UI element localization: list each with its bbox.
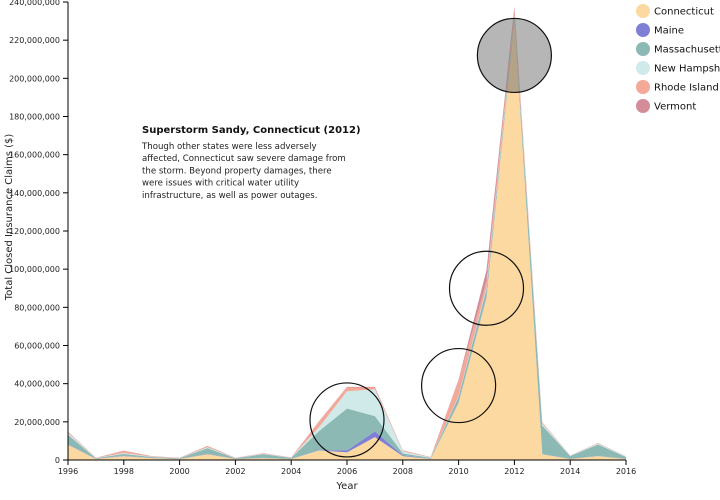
highlight-circle-2	[448, 250, 525, 326]
annotation-line: were issues with critical water utility	[142, 179, 299, 189]
y-tick-label: 0	[55, 456, 60, 465]
x-axis-title: Year	[335, 481, 358, 492]
x-tick-label: 2004	[281, 467, 301, 476]
axes: 1996 1998 2000 2002 2004 2006 2008 2010 2012 2014…	[4, 0, 636, 492]
highlight-circle-1	[421, 347, 497, 424]
y-tick-label: 140,000,000	[9, 189, 60, 198]
y-tick-label: 20,000,000	[14, 418, 60, 427]
legend: Connecticut Maine Massachusetts New Hampshi…	[636, 4, 720, 113]
y-axis-title: Total Closed Insurance Claims ($)	[4, 134, 15, 302]
area-series-3	[68, 15, 626, 459]
y-tick-label: 180,000,000	[9, 113, 60, 122]
highlight-circles	[309, 17, 553, 458]
x-tick-label: 2002	[225, 467, 245, 476]
legend-label-4: Rhode Island	[654, 83, 719, 94]
legend-swatch-5	[636, 99, 650, 113]
area-series-0	[68, 21, 626, 461]
legend-swatch-0	[636, 4, 650, 18]
highlight-circle-0	[309, 382, 385, 458]
y-tick-label: 100,000,000	[9, 265, 60, 274]
y-tick-label: 240,000,000	[9, 0, 60, 7]
annotation-line: Though other states were less adversely	[141, 142, 317, 152]
annotation-line: affected, Connecticut saw severe damage …	[142, 154, 346, 164]
legend-label-3: New Hampshire	[654, 64, 720, 75]
legend-label-1: Maine	[654, 26, 684, 37]
legend-swatch-2	[636, 42, 650, 56]
x-tick-label: 2006	[337, 467, 357, 476]
legend-label-5: Vermont	[654, 102, 696, 113]
x-tick-label: 2008	[393, 467, 413, 476]
y-tick-label: 80,000,000	[14, 303, 60, 312]
y-tick-label: 40,000,000	[14, 380, 60, 389]
x-tick-label: 2014	[560, 467, 580, 476]
legend-label-2: Massachusetts	[654, 45, 720, 56]
highlight-circle-3	[476, 17, 553, 94]
annotation-title: Superstorm Sandy, Connecticut (2012)	[142, 125, 361, 136]
x-tick-label: 2000	[169, 467, 189, 476]
x-tick-label: 2012	[504, 467, 524, 476]
y-tick-label: 160,000,000	[9, 151, 60, 160]
y-tick-label: 120,000,000	[9, 227, 60, 236]
y-tick-label: 60,000,000	[14, 342, 60, 351]
legend-label-0: Connecticut	[654, 7, 714, 18]
annotation: Superstorm Sandy, Connecticut (2012) Thou…	[141, 125, 361, 201]
x-tick-label: 1996	[58, 467, 78, 476]
legend-swatch-4	[636, 80, 650, 94]
y-tick-label: 200,000,000	[9, 74, 60, 83]
x-tick-label: 2010	[448, 467, 468, 476]
annotation-line: infrastructure, as well as power outages…	[142, 191, 317, 201]
x-tick-label: 1998	[114, 467, 134, 476]
annotation-line: the storm. Beyond property damages, ther…	[142, 166, 332, 176]
x-tick-label: 2016	[616, 467, 636, 476]
legend-swatch-3	[636, 61, 650, 75]
stacked-areas	[68, 6, 626, 461]
y-tick-label: 220,000,000	[9, 36, 60, 45]
legend-swatch-1	[636, 23, 650, 37]
